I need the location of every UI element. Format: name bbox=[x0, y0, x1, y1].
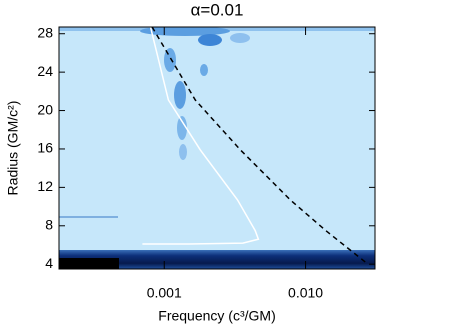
curve bbox=[142, 27, 260, 245]
x-tick-label: 0.010 bbox=[288, 285, 323, 301]
heatmap-features bbox=[59, 27, 375, 269]
chart-title: α=0.01 bbox=[191, 0, 244, 19]
y-tick-label: 24 bbox=[37, 63, 53, 79]
y-tick-label: 8 bbox=[45, 216, 53, 232]
y-tick-label: 12 bbox=[37, 178, 53, 194]
y-tick-label: 16 bbox=[37, 140, 53, 156]
plot-frame bbox=[58, 26, 376, 270]
y-axis-label: Radius (GM/c²) bbox=[5, 101, 21, 196]
x-axis-label: Frequency (c³/GM) bbox=[158, 308, 275, 324]
y-tick-label: 4 bbox=[45, 255, 53, 271]
x-tick-label: 0.001 bbox=[147, 285, 182, 301]
y-tick-label: 20 bbox=[37, 101, 53, 117]
y-tick-label: 28 bbox=[37, 24, 53, 40]
plot-background bbox=[59, 27, 375, 269]
